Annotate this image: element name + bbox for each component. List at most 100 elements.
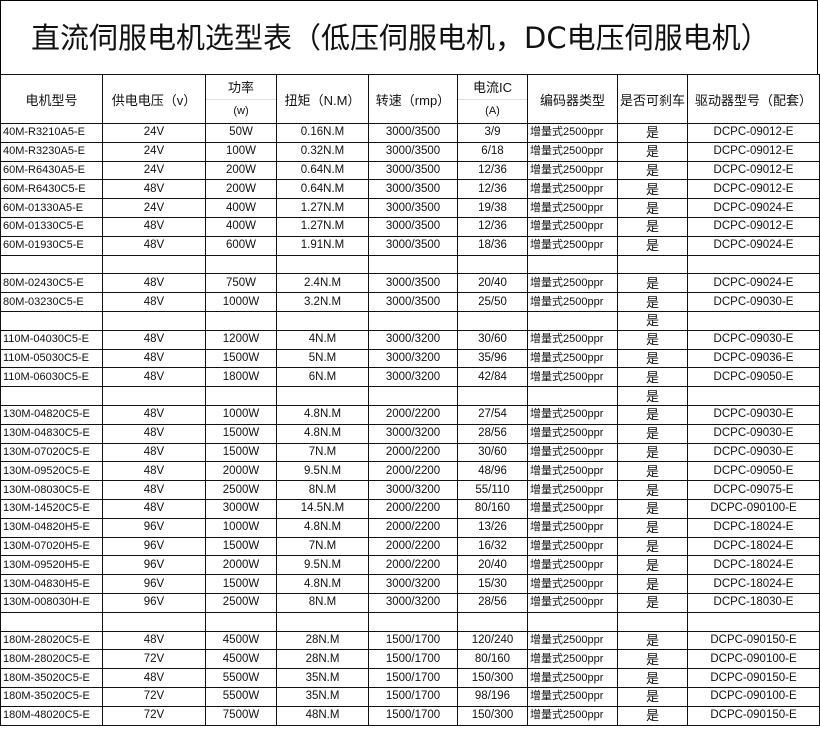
table-row: 80M-02430C5-E 48V 750W 2.4N.M 3000/3500 20/40…: [0, 273, 820, 294]
cell-current: 42/84: [457, 367, 528, 388]
cell-encoder: [527, 386, 618, 406]
cell-driver: DCPC-090100-E: [687, 498, 820, 519]
cell-current: 12/36: [457, 179, 528, 200]
cell-encoder: 增量式2500ppr: [527, 216, 618, 237]
cell-driver: [687, 310, 820, 331]
cell-encoder: 增量式2500ppr: [527, 141, 618, 162]
header-row: 电机型号 供电电压（v） 功率 (w) 扭矩（N.M） 转速（rmp） 电流IC (…: [0, 74, 820, 124]
header-current-label: 电流IC: [458, 76, 527, 100]
table-row: 130M-04820C5-E 48V 1000W 4.8N.M 2000/2200 27/…: [0, 404, 820, 425]
cell-model: 180M-28020C5-E: [0, 630, 103, 651]
cell-model: 130M-04830C5-E: [0, 423, 103, 444]
cell-speed: 3000/3500: [368, 216, 458, 237]
cell-current: 20/40: [457, 273, 528, 294]
cell-encoder: 增量式2500ppr: [527, 517, 618, 538]
cell-driver: DCPC-090150-E: [687, 705, 820, 726]
cell-model: 130M-14520C5-E: [0, 498, 103, 519]
cell-speed: 2000/2200: [368, 536, 458, 557]
cell-power: 5500W: [205, 668, 277, 688]
cell-current: 6/18: [457, 141, 528, 162]
cell-brake: 是: [617, 198, 688, 218]
table-row: 60M-01330A5-E 24V 400W 1.27N.M 3000/3500 19/3…: [0, 198, 820, 218]
cell-speed: 2000/2200: [368, 555, 458, 576]
cell-model: 180M-35020C5-E: [0, 686, 103, 707]
cell-encoder: 增量式2500ppr: [527, 160, 618, 181]
table-row: 110M-06030C5-E 48V 1800W 6N.M 3000/3200 42/84…: [0, 367, 820, 388]
cell-speed: 3000/3200: [368, 574, 458, 594]
cell-model: 130M-07020C5-E: [0, 442, 103, 463]
cell-power: 7500W: [205, 705, 277, 726]
cell-brake: 是: [617, 517, 688, 538]
cell-brake: 是: [617, 367, 688, 388]
cell-current: 20/40: [457, 555, 528, 576]
cell-voltage: 96V: [102, 574, 206, 594]
cell-torque: [276, 611, 369, 632]
cell-torque: 35N.M: [276, 686, 369, 707]
cell-speed: 3000/3200: [368, 423, 458, 444]
cell-current: 27/54: [457, 404, 528, 425]
cell-model: 130M-008030H-E: [0, 592, 103, 613]
cell-model: 110M-05030C5-E: [0, 348, 103, 369]
cell-brake: 是: [617, 160, 688, 181]
cell-driver: DCPC-18030-E: [687, 592, 820, 613]
cell-voltage: [102, 310, 206, 331]
cell-power: 5500W: [205, 686, 277, 707]
cell-speed: 3000/3200: [368, 480, 458, 500]
cell-current: 80/160: [457, 498, 528, 519]
cell-torque: 1.27N.M: [276, 216, 369, 237]
cell-brake: 是: [617, 348, 688, 369]
cell-encoder: 增量式2500ppr: [527, 461, 618, 482]
cell-voltage: 48V: [102, 668, 206, 688]
table-row: 60M-01930C5-E 48V 600W 1.91N.M 3000/3500 18/3…: [0, 235, 820, 256]
cell-driver: DCPC-09030-E: [687, 423, 820, 444]
cell-encoder: 增量式2500ppr: [527, 498, 618, 519]
cell-voltage: 48V: [102, 630, 206, 651]
cell-voltage: 48V: [102, 216, 206, 237]
cell-voltage: 48V: [102, 348, 206, 369]
table-row: 180M-28020C5-E 72V 4500W 28N.M 1500/1700 80/1…: [0, 649, 820, 670]
cell-speed: 3000/3500: [368, 198, 458, 218]
cell-speed: 2000/2200: [368, 442, 458, 463]
cell-torque: 4N.M: [276, 329, 369, 350]
cell-power: 4500W: [205, 630, 277, 651]
page-title: 直流伺服电机选型表（低压伺服电机，DC电压伺服电机）: [0, 0, 818, 74]
cell-speed: 1500/1700: [368, 630, 458, 651]
cell-brake: 是: [617, 649, 688, 670]
cell-encoder: 增量式2500ppr: [527, 292, 618, 312]
cell-driver: DCPC-090150-E: [687, 668, 820, 688]
cell-encoder: 增量式2500ppr: [527, 179, 618, 200]
cell-current: 19/38: [457, 198, 528, 218]
cell-current: 150/300: [457, 705, 528, 726]
cell-power: 2500W: [205, 592, 277, 613]
cell-brake: 是: [617, 630, 688, 651]
cell-driver: DCPC-09012-E: [687, 141, 820, 162]
cell-current: 55/110: [457, 480, 528, 500]
cell-encoder: 增量式2500ppr: [527, 705, 618, 726]
cell-current: 48/96: [457, 461, 528, 482]
cell-encoder: 增量式2500ppr: [527, 404, 618, 425]
cell-driver: DCPC-18024-E: [687, 536, 820, 557]
header-torque: 扭矩（N.M）: [276, 74, 369, 124]
cell-speed: 2000/2200: [368, 498, 458, 519]
header-model: 电机型号: [0, 74, 103, 124]
cell-brake: 是: [617, 442, 688, 463]
table-row: 180M-28020C5-E 48V 4500W 28N.M 1500/1700 120/…: [0, 630, 820, 651]
cell-encoder: [527, 310, 618, 331]
cell-model: 40M-R3210A5-E: [0, 123, 103, 143]
cell-brake: 是: [617, 536, 688, 557]
cell-driver: DCPC-09050-E: [687, 461, 820, 482]
cell-torque: [276, 386, 369, 406]
cell-power: 4500W: [205, 649, 277, 670]
cell-brake: [617, 611, 688, 632]
header-voltage: 供电电压（v）: [102, 74, 206, 124]
cell-model: 80M-03230C5-E: [0, 292, 103, 312]
table-row: 180M-35020C5-E 72V 5500W 35N.M 1500/1700 98/1…: [0, 686, 820, 707]
cell-current: 28/56: [457, 423, 528, 444]
cell-encoder: 增量式2500ppr: [527, 649, 618, 670]
cell-brake: 是: [617, 423, 688, 444]
table-row: 130M-04820H5-E 96V 1000W 4.8N.M 2000/2200 13/…: [0, 517, 820, 538]
table-row: 60M-R6430C5-E 48V 200W 0.64N.M 3000/3500 12/3…: [0, 179, 820, 200]
cell-encoder: [527, 254, 618, 275]
cell-power: 200W: [205, 160, 277, 181]
cell-driver: DCPC-090100-E: [687, 649, 820, 670]
